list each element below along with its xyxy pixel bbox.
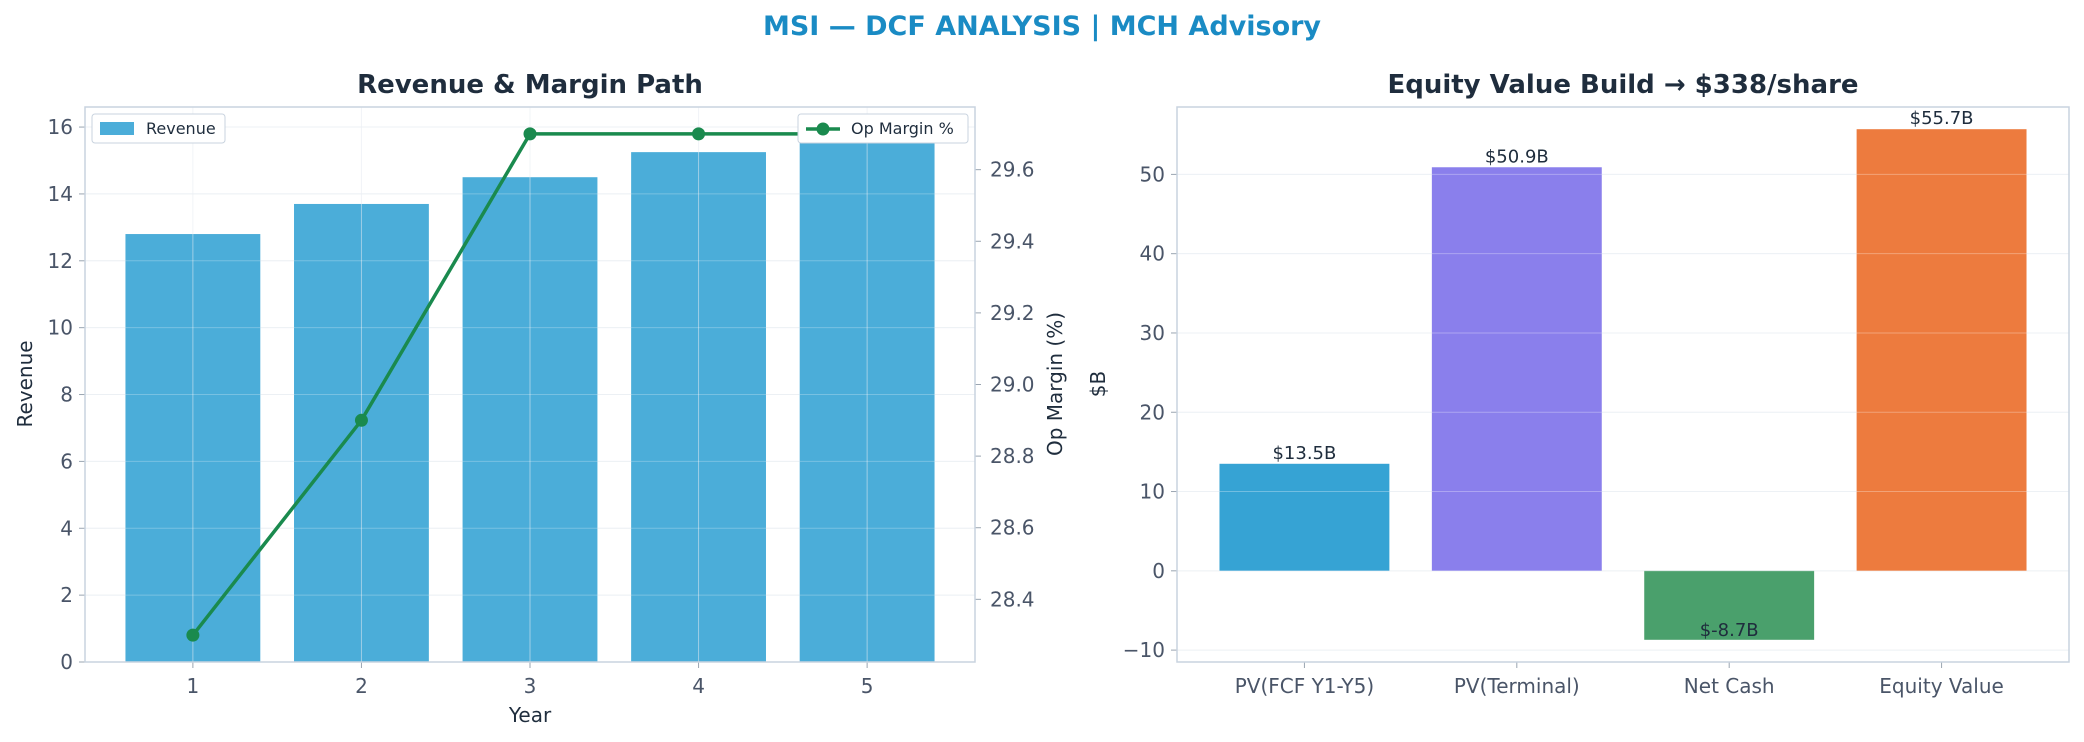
revenue-ytick-label: 10 (48, 316, 73, 340)
revenue-legend-label: Revenue (146, 119, 216, 138)
revenue-ytick-label: 4 (60, 516, 73, 540)
revenue-margin-chart: Revenue & Margin Path 024681012141628.42… (13, 70, 1067, 727)
equity-xtick-label: PV(Terminal) (1454, 674, 1580, 698)
op-margin-point (186, 628, 200, 642)
margin-ytick-label: 28.6 (990, 516, 1035, 540)
revenue-legend-swatch (100, 122, 134, 135)
revenue-chart-ylabel: Revenue (13, 340, 37, 427)
equity-ytick-label: 0 (1152, 559, 1165, 583)
equity-chart-ylabel: $B (1086, 371, 1110, 397)
margin-legend-marker (816, 122, 830, 136)
equity-bar (1219, 463, 1390, 571)
equity-ytick-label: −10 (1123, 638, 1165, 662)
op-margin-point (523, 127, 537, 141)
equity-bar-value-label: $13.5B (1272, 443, 1336, 464)
margin-ytick-label: 29.0 (990, 373, 1035, 397)
revenue-ytick-label: 8 (60, 383, 73, 407)
revenue-legend-box (91, 113, 226, 144)
revenue-chart-y2label: Op Margin (%) (1043, 312, 1067, 456)
equity-ytick-label: 20 (1140, 400, 1165, 424)
revenue-chart-frame (84, 106, 976, 663)
margin-legend-label: Op Margin % (851, 119, 954, 138)
equity-ytick-label: 10 (1140, 480, 1165, 504)
revenue-xtick-label: 5 (861, 674, 874, 698)
revenue-chart-title: Revenue & Margin Path (357, 70, 703, 100)
margin-legend-box (797, 113, 969, 144)
equity-bar-value-label: $50.9B (1485, 146, 1549, 167)
revenue-xtick-label: 1 (187, 674, 200, 698)
revenue-ytick-label: 12 (48, 249, 73, 273)
revenue-legend: Revenue (91, 113, 226, 144)
equity-xtick-label: Net Cash (1684, 674, 1775, 698)
margin-ytick-label: 28.4 (990, 587, 1035, 611)
op-margin-point (692, 127, 706, 141)
revenue-xtick-label: 4 (692, 674, 705, 698)
revenue-ytick-label: 14 (48, 182, 73, 206)
equity-ytick-label: 40 (1140, 242, 1165, 266)
equity-ytick-label: 30 (1140, 321, 1165, 345)
equity-bar (1644, 570, 1815, 640)
revenue-ytick-label: 6 (60, 449, 73, 473)
margin-ytick-label: 28.8 (990, 444, 1035, 468)
revenue-ytick-label: 16 (48, 115, 73, 139)
op-margin-point (354, 413, 368, 427)
equity-bar (1856, 129, 2027, 571)
margin-ytick-label: 29.6 (990, 158, 1035, 182)
figure-title: MSI — DCF ANALYSIS | MCH Advisory (763, 11, 1321, 42)
revenue-ytick-label: 0 (60, 650, 73, 674)
revenue-xtick-label: 2 (355, 674, 368, 698)
margin-legend: Op Margin % (797, 113, 969, 144)
revenue-ytick-label: 2 (60, 583, 73, 607)
equity-bar-value-label: $-8.7B (1700, 620, 1759, 641)
margin-ytick-label: 29.4 (990, 229, 1035, 253)
equity-xtick-label: Equity Value (1879, 674, 2004, 698)
margin-ytick-label: 29.2 (990, 301, 1035, 325)
equity-value-chart: Equity Value Build → $338/share $13.5B $5… (1086, 70, 2070, 698)
equity-ytick-label: 50 (1140, 162, 1165, 186)
equity-xtick-label: PV(FCF Y1-Y5) (1235, 674, 1374, 698)
equity-bar (1431, 167, 1602, 571)
equity-bar-value-label: $55.7B (1910, 108, 1974, 129)
equity-chart-title: Equity Value Build → $338/share (1387, 70, 1858, 100)
revenue-chart-xlabel: Year (508, 703, 552, 727)
equity-chart-frame (1176, 106, 2070, 663)
revenue-xtick-label: 3 (524, 674, 537, 698)
